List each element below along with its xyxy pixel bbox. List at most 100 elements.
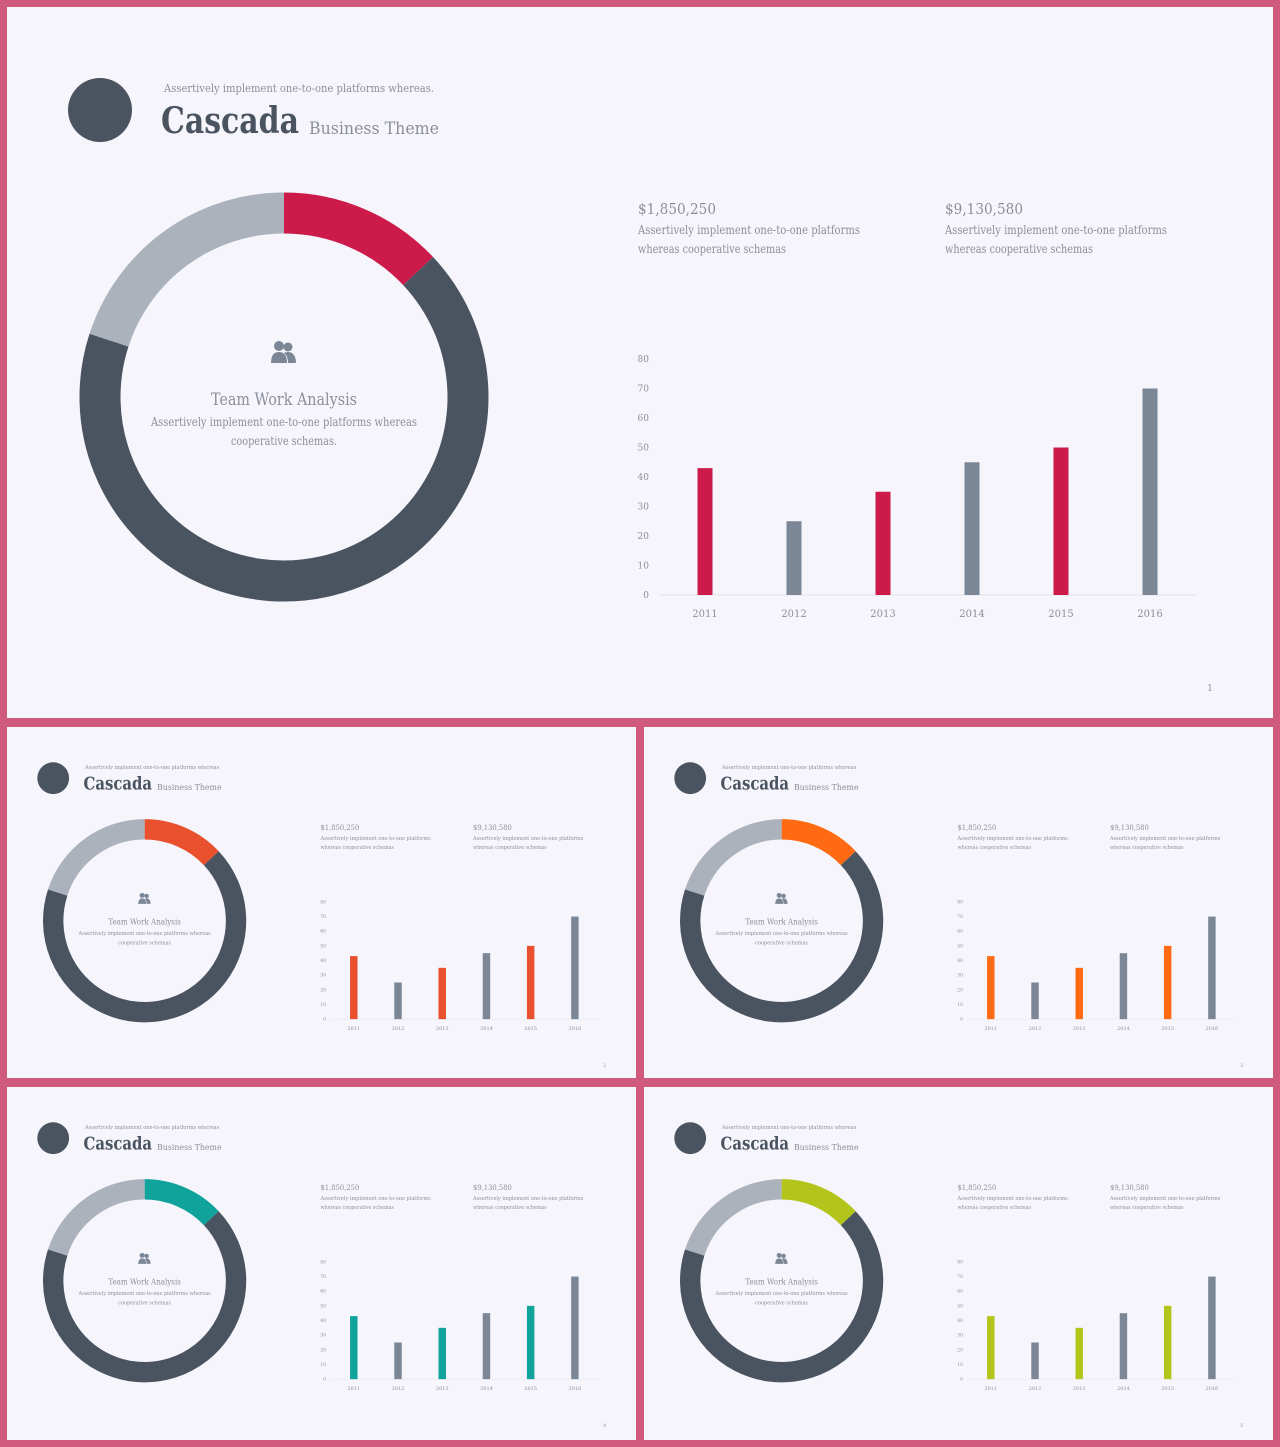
donut-segment-dark <box>79 257 489 602</box>
y-tick-label: 60 <box>320 929 326 935</box>
x-tick-label: 2012 <box>781 609 806 620</box>
x-tick-label: 2014 <box>959 609 984 620</box>
slide-canvas: Assertively implement one-to-one platfor… <box>37 1122 606 1429</box>
donut-text-line2: cooperative schemas <box>118 1300 171 1307</box>
bar-2013 <box>438 1327 446 1380</box>
y-tick-label: 20 <box>320 1347 326 1353</box>
stat-text-line2: whereas cooperative schemas <box>473 844 547 851</box>
donut-text-line1: Assertively implement one-to-one platfor… <box>715 1290 848 1297</box>
logo-circle <box>37 762 70 795</box>
y-tick-label: 50 <box>957 1303 963 1309</box>
y-tick-label: 20 <box>957 1347 963 1353</box>
donut-segment-accent <box>283 192 434 286</box>
x-tick-label: 2013 <box>436 1386 449 1392</box>
users-icon <box>138 892 151 904</box>
y-tick-label: 10 <box>957 1002 963 1008</box>
y-tick-label: 80 <box>320 899 326 905</box>
donut-text-line1: Assertively implement one-to-one platfor… <box>78 1290 211 1297</box>
slide-1[interactable]: Assertively implement one-to-one platfor… <box>7 7 1273 718</box>
y-tick-label: 50 <box>957 943 963 949</box>
page-number: 1 <box>1207 684 1213 694</box>
y-tick-label: 60 <box>638 414 650 424</box>
bar-2014 <box>1119 953 1128 1020</box>
bar-2014 <box>482 1313 491 1380</box>
x-tick-label: 2011 <box>984 1386 997 1392</box>
y-tick-label: 30 <box>638 503 650 513</box>
x-tick-label: 2016 <box>569 1386 582 1392</box>
y-tick-label: 80 <box>638 355 650 365</box>
x-tick-label: 2014 <box>480 1026 493 1032</box>
stat-text-line1: Assertively implement one-to-one platfor… <box>944 223 1167 237</box>
donut-text-line1: Assertively implement one-to-one platfor… <box>78 930 211 937</box>
page-title: Cascada <box>161 100 299 142</box>
x-tick-label: 2013 <box>1073 1386 1086 1392</box>
y-tick-label: 70 <box>957 914 963 920</box>
y-tick-label: 60 <box>957 1289 963 1295</box>
bar-2012 <box>394 1342 402 1380</box>
bar-2015 <box>1163 1305 1172 1380</box>
stat-text-line2: whereas cooperative schemas <box>321 844 395 851</box>
donut-segment-dark <box>43 851 247 1023</box>
x-tick-label: 2015 <box>524 1026 537 1032</box>
bar-2013 <box>875 491 891 595</box>
stat-value: $1,850,250 <box>958 1183 997 1192</box>
users-icon <box>271 341 296 363</box>
y-tick-label: 0 <box>323 1377 326 1383</box>
x-tick-label: 2013 <box>1073 1026 1086 1032</box>
bar-2016 <box>1142 388 1158 595</box>
x-tick-label: 2016 <box>1206 1026 1219 1032</box>
header-tagline: Assertively implement one-to-one platfor… <box>721 765 856 771</box>
slide-3[interactable]: Assertively implement one-to-one platfor… <box>644 727 1273 1078</box>
bar-2013 <box>1075 967 1083 1020</box>
y-tick-label: 80 <box>957 899 963 905</box>
x-tick-label: 2016 <box>1137 609 1162 620</box>
donut-segment-gray <box>684 819 782 896</box>
slide-4[interactable]: Assertively implement one-to-one platfor… <box>7 1087 636 1440</box>
bar-2014 <box>964 462 980 595</box>
x-tick-label: 2011 <box>347 1386 360 1392</box>
donut-title: Team Work Analysis <box>745 1277 818 1287</box>
y-tick-label: 40 <box>320 1318 326 1324</box>
donut-segment-gray <box>47 1179 145 1256</box>
logo-circle <box>674 762 707 795</box>
stat-text-line1: Assertively implement one-to-one platfor… <box>320 1195 431 1202</box>
slide-2[interactable]: Assertively implement one-to-one platfor… <box>7 727 636 1078</box>
bar-2011 <box>350 956 358 1020</box>
stat-text-line2: whereas cooperative schemas <box>473 1204 547 1211</box>
y-tick-label: 50 <box>320 943 326 949</box>
stat-value: $9,130,580 <box>1110 823 1149 832</box>
stat-value: $9,130,580 <box>473 1183 512 1192</box>
donut-text-line2: cooperative schemas <box>755 940 808 947</box>
x-tick-label: 2015 <box>1048 609 1073 620</box>
y-tick-label: 40 <box>957 958 963 964</box>
donut-segment-accent <box>144 819 219 866</box>
stat-text-line2: whereas cooperative schemas <box>958 1204 1032 1211</box>
y-tick-label: 80 <box>957 1259 963 1265</box>
y-tick-label: 30 <box>957 973 963 979</box>
y-tick-label: 10 <box>320 1002 326 1008</box>
y-tick-label: 60 <box>320 1289 326 1295</box>
slide-canvas: Assertively implement one-to-one platfor… <box>37 762 606 1069</box>
slide-canvas: Assertively implement one-to-one platfor… <box>68 78 1213 694</box>
y-tick-label: 20 <box>638 532 650 542</box>
x-tick-label: 2012 <box>1029 1026 1042 1032</box>
stat-text-line1: Assertively implement one-to-one platfor… <box>472 835 583 842</box>
page-number: 4 <box>603 1423 606 1429</box>
bar-2015 <box>526 945 535 1020</box>
y-tick-label: 0 <box>643 591 649 601</box>
stat-text-line2: whereas cooperative schemas <box>638 242 786 256</box>
donut-title: Team Work Analysis <box>108 917 181 927</box>
y-tick-label: 0 <box>323 1017 326 1023</box>
x-tick-label: 2015 <box>524 1386 537 1392</box>
x-tick-label: 2014 <box>1117 1386 1130 1392</box>
x-tick-label: 2011 <box>692 609 717 620</box>
y-tick-label: 40 <box>638 473 650 483</box>
logo-circle <box>674 1122 707 1155</box>
donut-text-line1: Assertively implement one-to-one platfor… <box>715 930 848 937</box>
slide-5[interactable]: Assertively implement one-to-one platfor… <box>644 1087 1273 1440</box>
y-tick-label: 40 <box>957 1318 963 1324</box>
donut-text-line2: cooperative schemas. <box>231 434 337 448</box>
stat-value: $1,850,250 <box>321 1183 360 1192</box>
y-tick-label: 10 <box>638 562 650 572</box>
bar-2014 <box>482 953 491 1020</box>
